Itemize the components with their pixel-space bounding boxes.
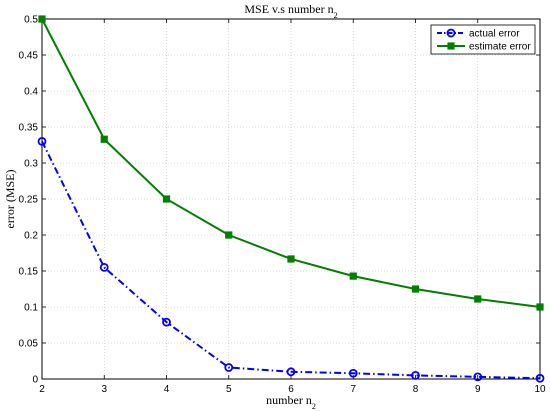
chart-title: MSE v.s number n2 [244, 2, 337, 20]
x-tick-label: 8 [413, 384, 419, 395]
series-1 [37, 136, 545, 383]
series-2 [38, 15, 544, 311]
y-tick-label: 0.1 [24, 303, 38, 314]
y-tick-label: 0.05 [19, 339, 39, 350]
data-point [38, 15, 46, 23]
y-tick-label: 0.4 [24, 87, 38, 98]
legend-label: actual error [469, 29, 520, 40]
data-point [348, 368, 358, 378]
legend-swatch-marker [446, 28, 456, 38]
data-point [535, 373, 545, 383]
y-tick-label: 0.3 [24, 159, 38, 170]
y-tick-label: 0.25 [19, 195, 39, 206]
data-point [411, 370, 420, 380]
y-tick-label: 0.2 [24, 231, 38, 242]
legend-items: actual error estimate error [437, 29, 531, 53]
x-axis-label: number n2 [266, 393, 316, 411]
grid-lines [42, 19, 540, 379]
x-tick-label: 5 [226, 384, 232, 395]
legend-swatch-marker [447, 42, 455, 50]
data-point [162, 317, 171, 327]
x-tick-label: 4 [164, 384, 170, 395]
x-tick-label: 10 [534, 384, 546, 395]
series-line [41, 140, 541, 380]
data-point [225, 231, 233, 239]
x-tick-label: 7 [350, 384, 356, 395]
y-tick-label: 0.45 [19, 51, 39, 62]
legend: actual error estimate error [430, 24, 536, 55]
data-point [37, 136, 47, 146]
data-point [224, 363, 234, 372]
legend-entry: actual error [437, 29, 520, 40]
legend-label: estimate error [469, 42, 531, 53]
data-point [411, 285, 420, 293]
x-tick-label: 2 [39, 384, 45, 395]
legend-entry: estimate error [437, 42, 531, 53]
x-tick-label: 6 [288, 384, 294, 395]
x-tick-label: 9 [475, 384, 481, 395]
data-point [474, 295, 482, 303]
data-point [162, 195, 171, 203]
series-layer [37, 15, 545, 383]
data-point [536, 303, 544, 311]
y-axis-label: error (MSE) [3, 170, 17, 229]
data-point [349, 272, 357, 280]
data-point [473, 372, 483, 382]
data-point [99, 262, 109, 272]
data-point [287, 255, 295, 263]
data-point [100, 135, 108, 143]
y-tick-label: 0.15 [19, 267, 39, 278]
x-tick-label: 3 [101, 384, 107, 395]
y-tick-label: 0.5 [24, 15, 38, 26]
data-point [286, 367, 296, 377]
y-tick-label: 0.35 [19, 123, 39, 134]
y-tick-label: 0 [32, 375, 38, 386]
